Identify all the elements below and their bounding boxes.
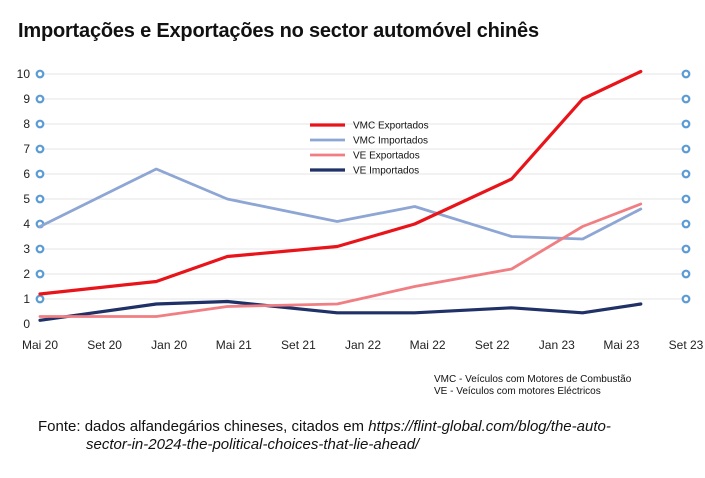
left-axis-marker xyxy=(35,269,45,279)
x-tick-label: Set 20 xyxy=(87,338,122,352)
y-tick-label: 4 xyxy=(23,217,30,231)
source-prefix: Fonte: dados alfandegários chineses, cit… xyxy=(38,418,369,435)
left-axis-marker xyxy=(35,119,45,129)
legend-label: VMC Importados xyxy=(353,136,428,147)
x-tick-label: Set 22 xyxy=(475,338,510,352)
y-tick-label: 8 xyxy=(23,117,30,131)
y-tick-label: 9 xyxy=(23,92,30,106)
right-axis-marker xyxy=(681,69,691,79)
left-axis-marker xyxy=(35,194,45,204)
x-tick-label: Mai 23 xyxy=(603,338,639,352)
right-axis-marker xyxy=(681,144,691,154)
y-tick-label: 7 xyxy=(23,142,30,156)
series-line xyxy=(38,167,643,241)
y-tick-label: 0 xyxy=(23,317,30,331)
series-lines xyxy=(38,69,643,322)
y-tick-label: 1 xyxy=(23,292,30,306)
left-axis-marker xyxy=(35,294,45,304)
note-vmc: VMC - Veículos com Motores de Combustão xyxy=(434,374,632,385)
right-axis-marker xyxy=(681,244,691,254)
x-axis-ticks: Mai 20 Set 20 Jan 20 Mai 21 Set 21 Jan 22 Mai … xyxy=(22,338,704,352)
abbreviation-notes: VMC - Veículos com Motores de Combustão … xyxy=(434,374,631,398)
legend-label: VE Exportados xyxy=(353,151,420,162)
source-url-part2[interactable]: sector-in-2024-the-political-choices-tha… xyxy=(86,436,420,453)
x-tick-label: Set 21 xyxy=(281,338,316,352)
series-line xyxy=(38,299,643,322)
source-citation: Fonte: dados alfandegários chineses, cit… xyxy=(38,418,611,454)
legend-label: VMC Exportados xyxy=(353,121,429,132)
left-axis-marker xyxy=(35,169,45,179)
right-axis-marker xyxy=(681,219,691,229)
x-tick-label: Mai 20 xyxy=(22,338,58,352)
left-axis-marker xyxy=(35,144,45,154)
x-tick-label: Mai 21 xyxy=(216,338,252,352)
y-tick-label: 2 xyxy=(23,267,30,281)
source-url-part1[interactable]: https://flint-global.com/blog/the-auto- xyxy=(368,418,611,435)
chart-title: Importações e Exportações no sector auto… xyxy=(18,20,539,42)
x-tick-label: Jan 23 xyxy=(539,338,575,352)
right-axis-marker xyxy=(681,119,691,129)
note-ve: VE - Veículos com motores Eléctricos xyxy=(434,386,601,397)
y-axis-ticks: 0 1 2 3 4 5 6 7 8 9 10 xyxy=(17,67,31,331)
grid-lines xyxy=(35,69,691,304)
series-line xyxy=(38,202,643,318)
left-axis-marker xyxy=(35,69,45,79)
right-axis-marker xyxy=(681,294,691,304)
x-tick-label: Jan 22 xyxy=(345,338,381,352)
series-line xyxy=(38,69,643,296)
y-tick-label: 3 xyxy=(23,242,30,256)
right-axis-marker xyxy=(681,194,691,204)
x-tick-label: Jan 20 xyxy=(151,338,187,352)
legend-label: VE Importados xyxy=(353,166,419,177)
legend: VMC Exportados VMC Importados VE Exportado… xyxy=(310,121,429,177)
right-axis-marker xyxy=(681,169,691,179)
right-axis-marker xyxy=(681,94,691,104)
left-axis-marker xyxy=(35,244,45,254)
right-axis-marker xyxy=(681,269,691,279)
y-tick-label: 10 xyxy=(17,67,31,81)
x-tick-label: Mai 22 xyxy=(410,338,446,352)
x-tick-label: Set 23 xyxy=(669,338,704,352)
left-axis-marker xyxy=(35,94,45,104)
y-tick-label: 6 xyxy=(23,167,30,181)
y-tick-label: 5 xyxy=(23,192,30,206)
